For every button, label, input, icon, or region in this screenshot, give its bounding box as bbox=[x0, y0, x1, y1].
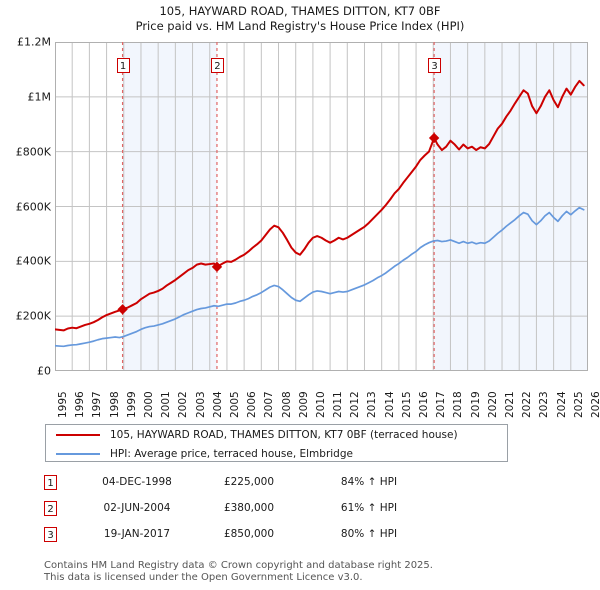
y-axis-tick-label: £1.2M bbox=[17, 35, 51, 49]
y-axis-tick-label: £800K bbox=[15, 145, 51, 159]
footer-licence: This data is licensed under the Open Gov… bbox=[44, 572, 363, 583]
y-axis-tick-label: £400K bbox=[15, 254, 51, 268]
chart-event-badge-3: 3 bbox=[428, 58, 442, 73]
transaction-row: 3 19-JAN-2017 £850,000 80% ↑ HPI bbox=[44, 524, 474, 550]
chart-sale-point bbox=[117, 304, 128, 315]
chart-line-hpi bbox=[55, 206, 585, 348]
title-address: 105, HAYWARD ROAD, THAMES DITTON, KT7 0B… bbox=[159, 4, 441, 18]
x-axis-tick-label: 2015 bbox=[400, 391, 413, 418]
transaction-date: 04-DEC-1998 bbox=[102, 476, 172, 488]
x-axis-tick-label: 2012 bbox=[349, 391, 362, 418]
y-axis-labels: £0 £200K £400K £600K £800K £1M £1.2M bbox=[0, 37, 53, 377]
transaction-hpi-delta: 61% ↑ HPI bbox=[340, 502, 398, 514]
y-axis-tick-label: £0 bbox=[37, 364, 51, 378]
transactions-table: 1 04-DEC-1998 £225,000 84% ↑ HPI 2 02-JUN-200… bbox=[44, 472, 474, 550]
x-axis-tick-label: 2006 bbox=[246, 391, 259, 418]
x-axis-tick-label: 2005 bbox=[228, 391, 241, 418]
transaction-index-badge: 2 bbox=[44, 501, 57, 516]
x-axis-tick-label: 2011 bbox=[332, 391, 345, 418]
transaction-price: £225,000 bbox=[223, 476, 275, 488]
x-axis-tick-label: 2016 bbox=[418, 391, 431, 418]
x-axis-tick-label: 2014 bbox=[383, 391, 396, 418]
x-axis-tick-label: 2010 bbox=[314, 391, 327, 418]
x-axis-tick-label: 2017 bbox=[435, 391, 448, 418]
legend-swatch-hpi-icon bbox=[56, 452, 100, 455]
transaction-row: 1 04-DEC-1998 £225,000 84% ↑ HPI bbox=[44, 472, 474, 498]
x-axis-tick-label: 1997 bbox=[91, 391, 104, 418]
y-axis-tick-label: £200K bbox=[15, 309, 51, 323]
x-axis-tick-label: 2018 bbox=[452, 391, 465, 418]
title-subtitle: Price paid vs. HM Land Registry's House … bbox=[135, 19, 465, 33]
x-axis-tick-label: 2019 bbox=[469, 391, 482, 418]
x-axis-tick-label: 2008 bbox=[280, 391, 293, 418]
x-axis-tick-label: 2025 bbox=[572, 391, 585, 418]
x-axis-tick-label: 2020 bbox=[486, 391, 499, 418]
footer-copyright: Contains HM Land Registry data © Crown c… bbox=[44, 560, 433, 571]
chart-event-badge-2: 2 bbox=[210, 58, 224, 73]
transaction-index-badge: 1 bbox=[44, 475, 57, 490]
transaction-price: £380,000 bbox=[223, 502, 275, 514]
x-axis-tick-label: 2026 bbox=[590, 391, 600, 418]
chart-line-property bbox=[55, 79, 585, 332]
x-axis-tick-label: 2009 bbox=[297, 391, 310, 418]
legend-label-property: 105, HAYWARD ROAD, THAMES DITTON, KT7 0B… bbox=[110, 428, 458, 441]
chart-frame bbox=[55, 42, 588, 371]
footer: Contains HM Land Registry data © Crown c… bbox=[44, 560, 564, 584]
x-axis-tick-label: 1995 bbox=[57, 391, 69, 418]
y-axis-tick-label: £1M bbox=[27, 90, 52, 104]
transaction-price: £850,000 bbox=[223, 528, 275, 540]
chart-event-badge-1: 1 bbox=[116, 58, 130, 73]
chart-legend: 105, HAYWARD ROAD, THAMES DITTON, KT7 0B… bbox=[45, 424, 508, 462]
x-axis-labels: 1995 1996 1997 1998 1999 2000 2001 2002 2003 2004… bbox=[55, 374, 600, 420]
transaction-row: 2 02-JUN-2004 £380,000 61% ↑ HPI bbox=[44, 498, 474, 524]
x-axis-tick-label: 2013 bbox=[366, 391, 379, 418]
legend-label-hpi: HPI: Average price, terraced house, Elmb… bbox=[110, 447, 353, 460]
price-history-chart bbox=[55, 42, 588, 371]
page-title: 105, HAYWARD ROAD, THAMES DITTON, KT7 0B… bbox=[0, 4, 600, 34]
chart-sale-point bbox=[211, 261, 223, 273]
x-axis-tick-label: 2001 bbox=[160, 391, 173, 418]
x-axis-tick-label: 2024 bbox=[555, 391, 568, 418]
legend-swatch-property-icon bbox=[56, 433, 100, 436]
transaction-hpi-delta: 84% ↑ HPI bbox=[340, 476, 398, 488]
legend-item-hpi: HPI: Average price, terraced house, Elmb… bbox=[46, 444, 507, 463]
x-axis-tick-label: 2003 bbox=[194, 391, 207, 418]
transaction-index-badge: 3 bbox=[44, 527, 57, 542]
x-axis-tick-label: 1996 bbox=[74, 391, 87, 418]
y-axis-tick-label: £600K bbox=[15, 200, 51, 213]
x-axis-tick-label: 2000 bbox=[142, 391, 155, 418]
legend-item-property: 105, HAYWARD ROAD, THAMES DITTON, KT7 0B… bbox=[46, 425, 507, 444]
x-axis-tick-label: 2021 bbox=[504, 391, 517, 418]
transaction-date: 19-JAN-2017 bbox=[103, 528, 171, 540]
chart-sale-point bbox=[428, 132, 440, 144]
x-axis-tick-label: 1998 bbox=[108, 391, 121, 418]
x-axis-tick-label: 2023 bbox=[538, 391, 551, 418]
x-axis-tick-label: 2004 bbox=[211, 391, 224, 418]
x-axis-tick-label: 2002 bbox=[177, 391, 190, 418]
x-axis-tick-label: 1999 bbox=[125, 391, 138, 418]
chart-plot-area bbox=[55, 42, 588, 371]
transaction-hpi-delta: 80% ↑ HPI bbox=[340, 528, 398, 540]
transaction-date: 02-JUN-2004 bbox=[103, 502, 171, 514]
x-axis-tick-label: 2007 bbox=[263, 391, 276, 418]
x-axis-tick-label: 2022 bbox=[521, 391, 534, 418]
